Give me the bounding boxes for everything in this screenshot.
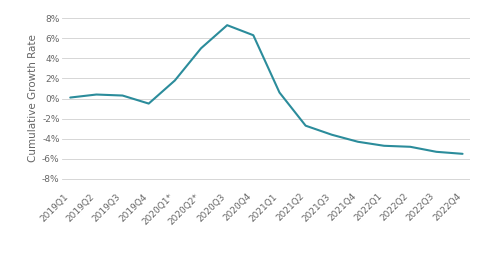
Y-axis label: Cumulative Growth Rate: Cumulative Growth Rate <box>28 35 38 163</box>
